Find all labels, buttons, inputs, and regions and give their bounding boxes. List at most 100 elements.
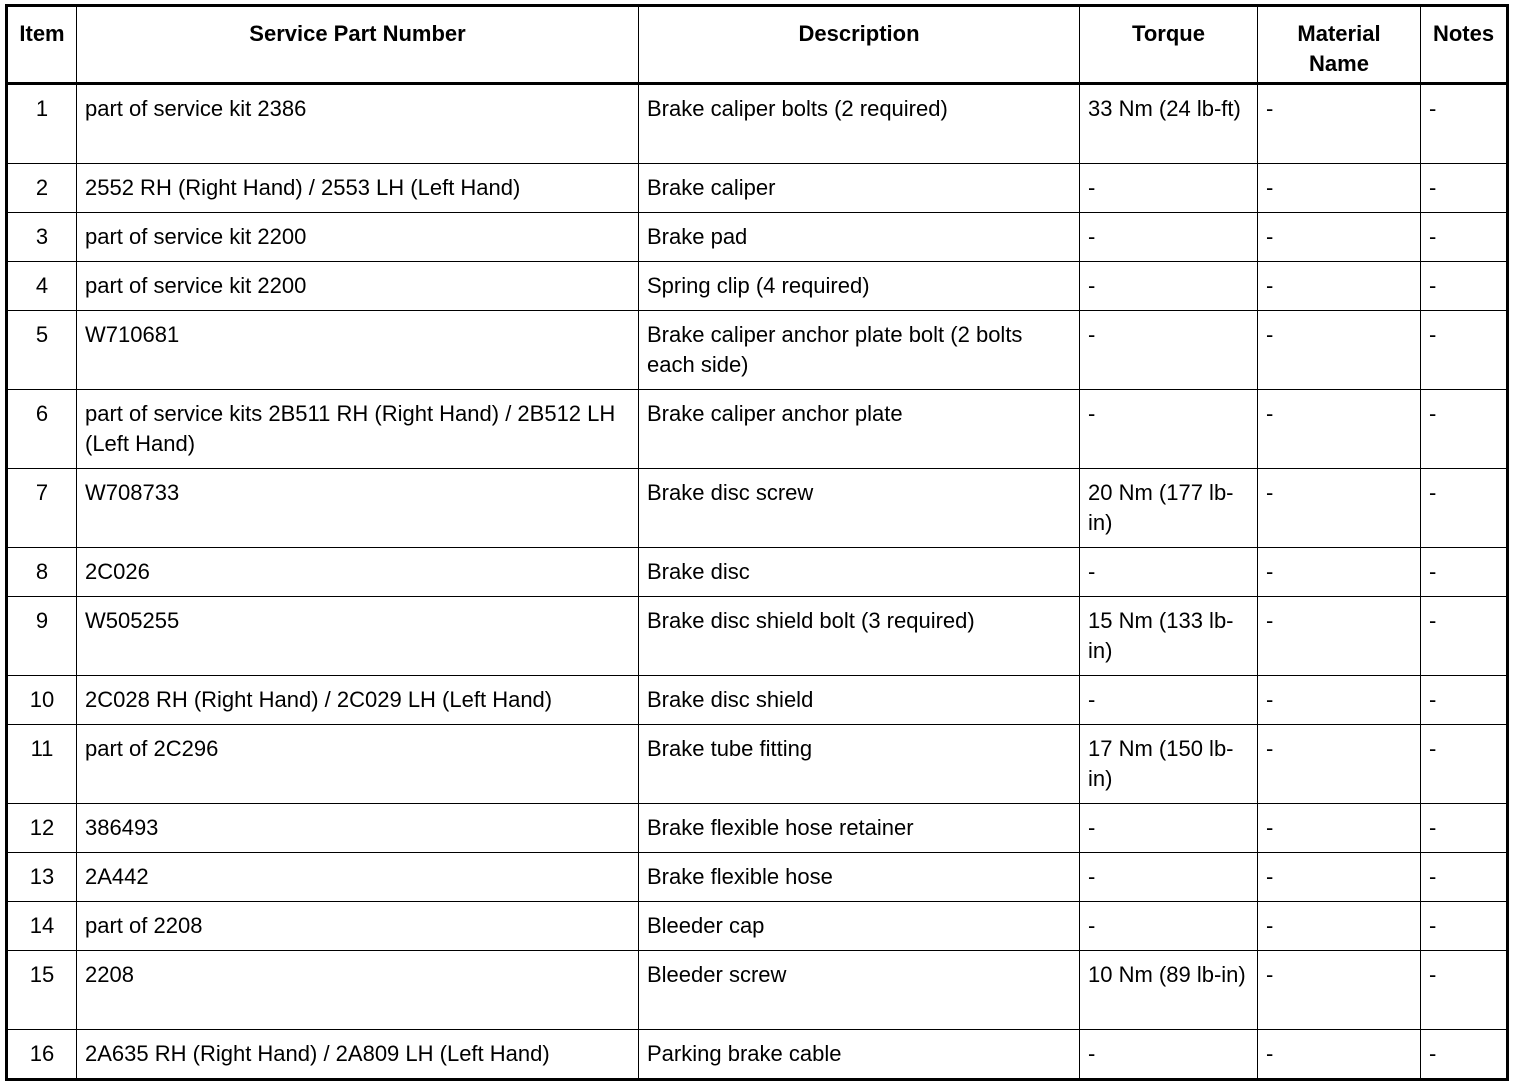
cell-description: Brake flexible hose [638,852,1080,902]
cell-part-number: part of service kits 2B511 RH (Right Han… [76,389,639,469]
cell-notes: - [1420,468,1508,548]
cell-material-name: - [1257,389,1421,469]
cell-item: 6 [6,389,77,469]
cell-material-name: - [1257,468,1421,548]
cell-notes: - [1420,724,1508,804]
table-row: 14 part of 2208 Bleeder cap - - - [6,901,1508,951]
cell-item: 10 [6,675,77,725]
cell-part-number: W708733 [76,468,639,548]
table-row: 13 2A442 Brake flexible hose - - - [6,852,1508,902]
cell-notes: - [1420,852,1508,902]
header-part-number: Service Part Number [76,5,639,85]
cell-torque: - [1079,852,1258,902]
cell-item: 15 [6,950,77,1030]
cell-torque: - [1079,389,1258,469]
cell-item: 16 [6,1029,77,1080]
cell-notes: - [1420,803,1508,853]
cell-material-name: - [1257,83,1421,164]
table-row: 5 W710681 Brake caliper anchor plate bolt … [6,310,1508,390]
cell-description: Brake disc [638,547,1080,597]
table-row: 16 2A635 RH (Right Hand) / 2A809 LH (Left… [6,1029,1508,1080]
cell-material-name: - [1257,310,1421,390]
table-row: 3 part of service kit 2200 Brake pad - - - [6,212,1508,262]
cell-description: Parking brake cable [638,1029,1080,1080]
header-notes: Notes [1420,5,1508,85]
cell-material-name: - [1257,950,1421,1030]
cell-description: Brake caliper anchor plate [638,389,1080,469]
cell-notes: - [1420,261,1508,311]
cell-item: 5 [6,310,77,390]
cell-part-number: 2A442 [76,852,639,902]
cell-torque: - [1079,803,1258,853]
table-row: 2 2552 RH (Right Hand) / 2553 LH (Left Ha… [6,163,1508,213]
cell-item: 7 [6,468,77,548]
cell-item: 11 [6,724,77,804]
cell-torque: 17 Nm (150 lb-in) [1079,724,1258,804]
cell-material-name: - [1257,1029,1421,1080]
header-torque: Torque [1079,5,1258,85]
cell-item: 2 [6,163,77,213]
cell-torque: - [1079,163,1258,213]
cell-torque: - [1079,261,1258,311]
cell-notes: - [1420,212,1508,262]
cell-part-number: 2552 RH (Right Hand) / 2553 LH (Left Han… [76,163,639,213]
cell-part-number: 2208 [76,950,639,1030]
cell-torque: - [1079,310,1258,390]
cell-notes: - [1420,163,1508,213]
cell-part-number: part of service kit 2200 [76,261,639,311]
cell-item: 3 [6,212,77,262]
cell-notes: - [1420,950,1508,1030]
cell-description: Brake disc shield [638,675,1080,725]
cell-material-name: - [1257,675,1421,725]
cell-torque: - [1079,547,1258,597]
cell-description: Brake caliper bolts (2 required) [638,83,1080,164]
cell-material-name: - [1257,163,1421,213]
table-row: 1 part of service kit 2386 Brake caliper b… [6,83,1508,164]
cell-notes: - [1420,901,1508,951]
cell-torque: - [1079,212,1258,262]
cell-torque: 10 Nm (89 lb-in) [1079,950,1258,1030]
cell-material-name: - [1257,803,1421,853]
cell-description: Brake caliper anchor plate bolt (2 bolts… [638,310,1080,390]
cell-part-number: part of 2C296 [76,724,639,804]
cell-description: Brake disc screw [638,468,1080,548]
cell-torque: - [1079,675,1258,725]
cell-material-name: - [1257,901,1421,951]
cell-description: Bleeder screw [638,950,1080,1030]
table-row: 8 2C026 Brake disc - - - [6,547,1508,597]
cell-material-name: - [1257,547,1421,597]
cell-material-name: - [1257,724,1421,804]
cell-part-number: 2A635 RH (Right Hand) / 2A809 LH (Left H… [76,1029,639,1080]
header-row: Item Service Part Number Description Tor… [6,5,1508,85]
cell-part-number: part of service kit 2200 [76,212,639,262]
table-row: 4 part of service kit 2200 Spring clip (4 … [6,261,1508,311]
cell-notes: - [1420,389,1508,469]
cell-item: 4 [6,261,77,311]
cell-material-name: - [1257,852,1421,902]
cell-item: 1 [6,83,77,164]
cell-part-number: 2C028 RH (Right Hand) / 2C029 LH (Left H… [76,675,639,725]
header-material-name: Material Name [1257,5,1421,85]
cell-item: 12 [6,803,77,853]
table-row: 15 2208 Bleeder screw 10 Nm (89 lb-in) - - [6,950,1508,1030]
cell-description: Brake tube fitting [638,724,1080,804]
cell-item: 9 [6,596,77,676]
table-row: 10 2C028 RH (Right Hand) / 2C029 LH (Left… [6,675,1508,725]
cell-description: Brake flexible hose retainer [638,803,1080,853]
cell-notes: - [1420,596,1508,676]
cell-torque: - [1079,1029,1258,1080]
cell-part-number: 386493 [76,803,639,853]
cell-description: Brake caliper [638,163,1080,213]
header-description: Description [638,5,1080,85]
cell-item: 14 [6,901,77,951]
cell-notes: - [1420,547,1508,597]
cell-part-number: W505255 [76,596,639,676]
header-item: Item [6,5,77,85]
cell-material-name: - [1257,212,1421,262]
table-row: 9 W505255 Brake disc shield bolt (3 requir… [6,596,1508,676]
cell-part-number: part of service kit 2386 [76,83,639,164]
cell-material-name: - [1257,596,1421,676]
cell-torque: 20 Nm (177 lb-in) [1079,468,1258,548]
cell-part-number: 2C026 [76,547,639,597]
cell-item: 8 [6,547,77,597]
